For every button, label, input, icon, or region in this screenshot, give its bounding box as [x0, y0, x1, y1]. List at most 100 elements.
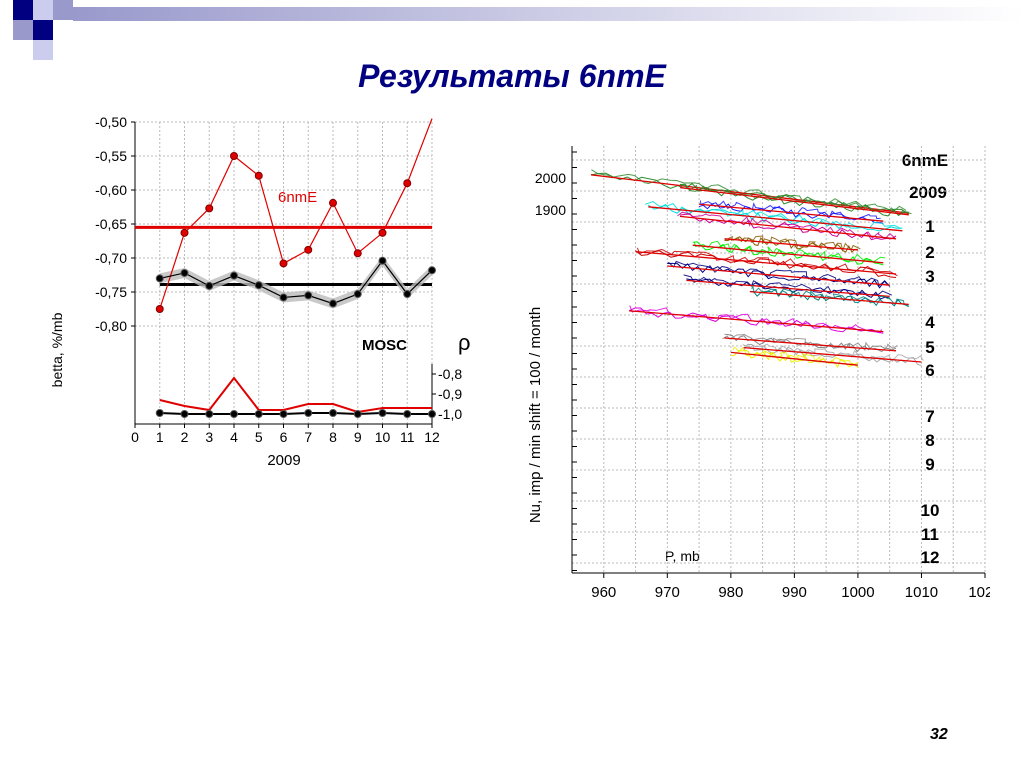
rho-axis-label: ρ — [458, 330, 471, 355]
series-label-6nmE: 6nmE — [278, 189, 317, 206]
month-label-3: 3 — [925, 267, 934, 286]
regression-line-month-9 — [629, 310, 884, 333]
pressure-x-tick-label: 1000 — [841, 584, 874, 601]
betta-y-tick-label: -0,80 — [95, 318, 127, 334]
data-point — [304, 409, 313, 417]
month-label-11: 11 — [921, 525, 939, 544]
month-label-8: 8 — [925, 431, 934, 450]
title-decoration-square — [33, 20, 53, 40]
data-point — [353, 410, 362, 418]
pressure-x-tick-label: 990 — [782, 584, 807, 601]
data-point — [279, 293, 288, 302]
regression-line-month-6 — [635, 250, 897, 275]
page-number: 32 — [930, 726, 948, 743]
betta-xlabel: 2009 — [267, 452, 300, 469]
pressure-xlabel: P, mb — [665, 548, 700, 564]
title-decoration-square — [33, 0, 53, 20]
regression-line-month-3 — [679, 215, 897, 240]
data-point — [180, 410, 189, 418]
data-point — [205, 410, 214, 418]
data-point — [155, 305, 164, 313]
regression-line-month-7 — [686, 279, 890, 298]
data-point — [230, 410, 238, 418]
betta-x-tick-label: 6 — [280, 429, 288, 445]
betta-chart: betta, %/mb ρ 2009 6nmE MOSC -0,50 -0,55 -… — [49, 114, 471, 469]
title-decoration-square — [13, 0, 33, 20]
data-point — [230, 271, 238, 280]
regression-line-month-12 — [730, 351, 858, 366]
data-point — [329, 409, 337, 417]
regression-line-month-10 — [724, 337, 897, 352]
month-label-6: 6 — [925, 361, 934, 380]
betta-x-tick-label: 10 — [375, 429, 391, 445]
betta-y-tick-label: -0,70 — [95, 250, 127, 266]
pressure-ylabel: Nu, imp / min shift = 100 / month — [527, 307, 544, 523]
data-point — [254, 410, 263, 418]
betta-x-tick-label: 9 — [354, 429, 362, 445]
data-point — [180, 228, 189, 237]
month-label-12: 12 — [921, 548, 940, 567]
pressure-y-tick-label: 1900 — [535, 202, 566, 218]
rho-y-tick-label: -0,8 — [438, 366, 462, 382]
regression-line-month-5 — [692, 244, 884, 264]
series-line-6nmE-ρ — [159, 376, 432, 414]
pressure-x-tick-label: 1020 — [968, 584, 990, 601]
betta-x-tick-label: 3 — [205, 429, 213, 445]
data-point — [378, 256, 387, 265]
series-line-MOSC — [159, 259, 433, 305]
title-decoration-bar — [73, 7, 1024, 21]
pressure-x-tick-label: 980 — [718, 584, 743, 601]
title-decoration-square — [13, 20, 33, 40]
pressure-chart: Nu, imp / min shift = 100 / month 6nmE 2… — [527, 146, 990, 601]
scatter-trace-month-10 — [722, 333, 898, 353]
scatter-trace-month-7 — [683, 274, 893, 296]
betta-x-tick-label: 2 — [181, 429, 189, 445]
data-point — [180, 268, 189, 277]
rho-y-tick-label: -0,9 — [438, 386, 462, 402]
data-point — [403, 290, 412, 299]
data-point — [329, 299, 337, 308]
scatter-trace-month-12 — [732, 346, 859, 367]
betta-x-tick-label: 7 — [304, 429, 312, 445]
regression-line-month-2 — [699, 203, 884, 222]
regression-line-month-4 — [724, 238, 858, 251]
betta-x-tick-label: 5 — [255, 429, 263, 445]
betta-x-tick-label: 0 — [131, 429, 139, 445]
data-point — [378, 228, 387, 237]
month-label-1: 1 — [925, 217, 934, 236]
data-point — [254, 281, 263, 290]
scatter-trace-month-1 — [591, 169, 907, 213]
series-line-6nmE — [159, 118, 433, 310]
betta-x-tick-label: 4 — [230, 429, 238, 445]
pressure-y-tick-label: 2000 — [535, 170, 566, 186]
series-label-MOSC: MOSC — [362, 337, 407, 354]
betta-x-tick-label: 11 — [400, 429, 415, 445]
scatter-trace-month-6b — [667, 262, 891, 289]
regression-line-month-1b — [679, 186, 909, 216]
title-decoration-square — [33, 40, 53, 60]
betta-x-tick-label: 12 — [424, 429, 440, 445]
scatter-trace-month-5 — [692, 241, 884, 266]
slide-title: Результаты 6nmE — [358, 58, 666, 94]
data-point — [378, 409, 387, 417]
data-point — [428, 410, 436, 418]
data-point — [304, 245, 313, 254]
data-point — [205, 204, 214, 213]
rho-y-tick-label: -1,0 — [438, 406, 462, 422]
data-point — [428, 266, 436, 275]
betta-y-tick-label: -0,55 — [95, 148, 127, 164]
MOSC-error-band — [159, 255, 432, 309]
scatter-trace-month-12 — [730, 349, 859, 369]
data-point — [155, 274, 164, 283]
month-label-10: 10 — [921, 501, 940, 520]
scatter-trace-month-8 — [751, 284, 909, 306]
pressure-x-tick-label: 1010 — [905, 584, 938, 601]
regression-line-month-2b — [648, 206, 903, 232]
scatter-trace-month-4 — [724, 235, 861, 253]
data-point — [230, 152, 238, 160]
scatter-trace-month-1b — [679, 184, 912, 217]
regression-line-month-8 — [749, 290, 909, 306]
month-label-7: 7 — [925, 407, 934, 426]
data-point — [304, 291, 313, 300]
pressure-x-tick-label: 970 — [655, 584, 680, 601]
